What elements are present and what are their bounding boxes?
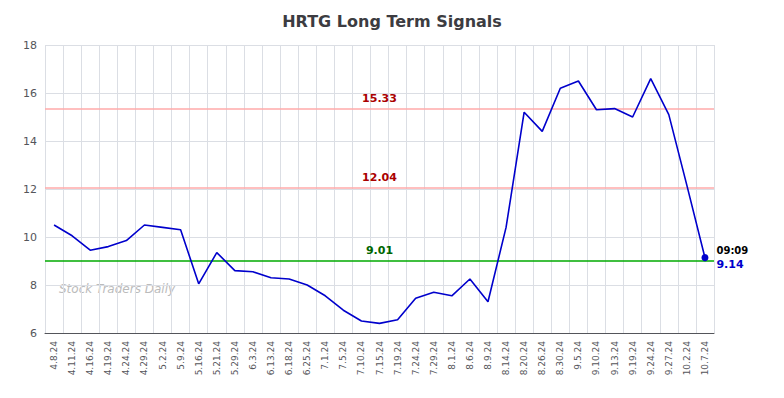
svg-text:6: 6 bbox=[30, 327, 37, 340]
svg-text:9.27.24: 9.27.24 bbox=[664, 341, 674, 376]
svg-text:9.19.24: 9.19.24 bbox=[628, 341, 638, 376]
svg-text:4.19.24: 4.19.24 bbox=[103, 341, 113, 376]
svg-text:9.14: 9.14 bbox=[716, 258, 743, 271]
svg-text:8.6.24: 8.6.24 bbox=[465, 341, 475, 370]
svg-text:4.16.24: 4.16.24 bbox=[85, 341, 95, 376]
svg-text:6.13.24: 6.13.24 bbox=[266, 341, 276, 376]
svg-text:Stock Traders Daily: Stock Traders Daily bbox=[59, 281, 176, 296]
svg-text:8: 8 bbox=[30, 279, 37, 292]
svg-text:9.24.24: 9.24.24 bbox=[646, 341, 656, 376]
svg-text:5.21.24: 5.21.24 bbox=[212, 341, 222, 376]
svg-text:HRTG Long Term Signals: HRTG Long Term Signals bbox=[282, 12, 502, 31]
svg-text:15.33: 15.33 bbox=[362, 92, 397, 105]
svg-text:6.18.24: 6.18.24 bbox=[284, 341, 294, 376]
svg-text:7.15.24: 7.15.24 bbox=[375, 341, 385, 376]
svg-text:7.10.24: 7.10.24 bbox=[356, 341, 366, 376]
svg-text:8.9.24: 8.9.24 bbox=[483, 341, 493, 370]
svg-text:4.8.24: 4.8.24 bbox=[49, 341, 59, 370]
svg-text:10: 10 bbox=[23, 231, 37, 244]
svg-text:5.29.24: 5.29.24 bbox=[230, 341, 240, 376]
svg-text:7.29.24: 7.29.24 bbox=[429, 341, 439, 376]
svg-text:7.19.24: 7.19.24 bbox=[393, 341, 403, 376]
svg-text:8.14.24: 8.14.24 bbox=[501, 341, 511, 376]
svg-text:12: 12 bbox=[23, 183, 37, 196]
svg-text:7.5.24: 7.5.24 bbox=[338, 341, 348, 370]
svg-text:9.13.24: 9.13.24 bbox=[610, 341, 620, 376]
svg-text:8.30.24: 8.30.24 bbox=[555, 341, 565, 376]
svg-text:4.11.24: 4.11.24 bbox=[67, 341, 77, 376]
svg-text:5.9.24: 5.9.24 bbox=[176, 341, 186, 370]
svg-text:12.04: 12.04 bbox=[362, 171, 397, 184]
svg-text:7.24.24: 7.24.24 bbox=[411, 341, 421, 376]
svg-text:6.25.24: 6.25.24 bbox=[302, 341, 312, 376]
svg-text:14: 14 bbox=[23, 135, 37, 148]
svg-text:9.10.24: 9.10.24 bbox=[591, 341, 601, 376]
svg-text:09:09: 09:09 bbox=[716, 245, 748, 256]
svg-text:6.3.24: 6.3.24 bbox=[248, 341, 258, 370]
svg-text:4.29.24: 4.29.24 bbox=[139, 341, 149, 376]
svg-text:9.5.24: 9.5.24 bbox=[573, 341, 583, 370]
svg-text:9.01: 9.01 bbox=[366, 244, 393, 257]
svg-text:8.20.24: 8.20.24 bbox=[519, 341, 529, 376]
svg-text:16: 16 bbox=[23, 87, 37, 100]
svg-text:8.26.24: 8.26.24 bbox=[537, 341, 547, 376]
svg-text:5.2.24: 5.2.24 bbox=[158, 341, 168, 370]
svg-text:18: 18 bbox=[23, 39, 37, 52]
svg-text:10.7.24: 10.7.24 bbox=[700, 341, 710, 376]
svg-text:5.16.24: 5.16.24 bbox=[194, 341, 204, 376]
svg-text:10.2.24: 10.2.24 bbox=[682, 341, 692, 376]
svg-text:8.1.24: 8.1.24 bbox=[447, 341, 457, 370]
svg-text:4.24.24: 4.24.24 bbox=[121, 341, 131, 376]
svg-text:7.1.24: 7.1.24 bbox=[320, 341, 330, 370]
